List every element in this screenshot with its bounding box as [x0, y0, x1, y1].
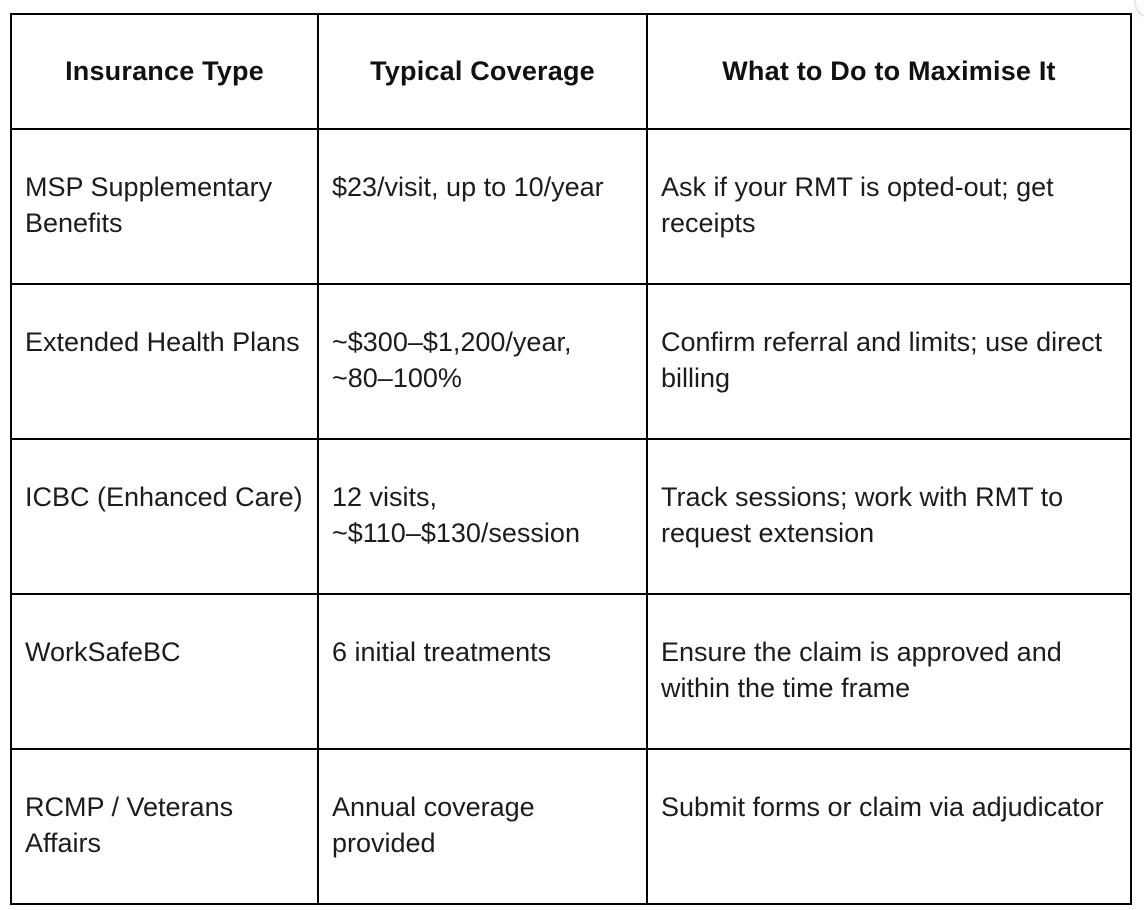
cell-typical-coverage: $23/visit, up to 10/year — [317, 128, 648, 285]
header-row: Insurance Type Typical Coverage What to … — [10, 13, 1132, 130]
corner-circle-decoration — [1134, 0, 1144, 18]
cell-maximise-it: Track sessions; work with RMT to request… — [646, 438, 1132, 595]
table-row-msp: MSP Supplementary Benefits $23/visit, up… — [10, 128, 1132, 285]
cell-insurance-type: ICBC (Enhanced Care) — [10, 438, 319, 595]
cell-maximise-it: Confirm referral and limits; use direct … — [646, 283, 1132, 440]
cell-maximise-it: Ask if your RMT is opted-out; get receip… — [646, 128, 1132, 285]
table-row-icbc: ICBC (Enhanced Care) 12 visits, ~$110–$1… — [10, 438, 1132, 595]
column-header-typical-coverage: Typical Coverage — [317, 13, 648, 130]
cell-insurance-type: MSP Supplementary Benefits — [10, 128, 319, 285]
cell-typical-coverage: 12 visits, ~$110–$130/session — [317, 438, 648, 595]
table-row-extended-health: Extended Health Plans ~$300–$1,200/year,… — [10, 283, 1132, 440]
table-row-rcmp-veterans: RCMP / Veterans Affairs Annual coverage … — [10, 748, 1132, 905]
table-row-worksafebc: WorkSafeBC 6 initial treatments Ensure t… — [10, 593, 1132, 750]
column-header-maximise-it: What to Do to Maximise It — [646, 13, 1132, 130]
column-header-insurance-type: Insurance Type — [10, 13, 319, 130]
insurance-coverage-table: Insurance Type Typical Coverage What to … — [10, 13, 1132, 905]
cell-typical-coverage: 6 initial treatments — [317, 593, 648, 750]
cell-maximise-it: Submit forms or claim via adjudicator — [646, 748, 1132, 905]
cell-insurance-type: Extended Health Plans — [10, 283, 319, 440]
cell-maximise-it: Ensure the claim is approved and within … — [646, 593, 1132, 750]
cell-typical-coverage: Annual coverage provided — [317, 748, 648, 905]
cell-insurance-type: RCMP / Veterans Affairs — [10, 748, 319, 905]
cell-insurance-type: WorkSafeBC — [10, 593, 319, 750]
cell-typical-coverage: ~$300–$1,200/year, ~80–100% — [317, 283, 648, 440]
